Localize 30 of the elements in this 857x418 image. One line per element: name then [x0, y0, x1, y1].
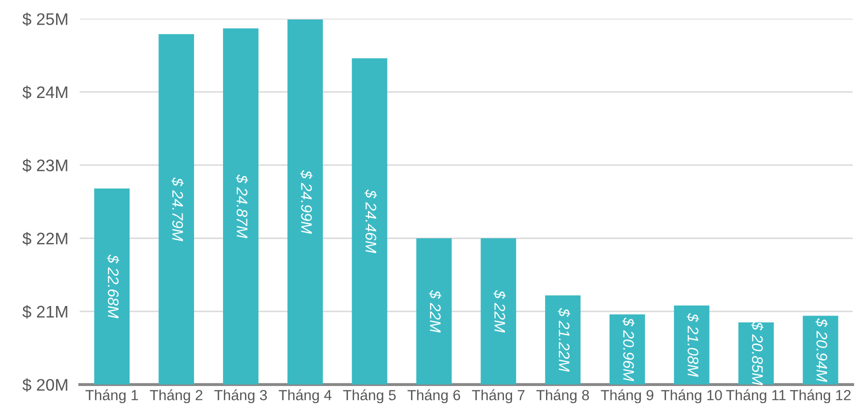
data-label: $ 22.68M — [106, 254, 120, 318]
x-tick-label: Tháng 6 — [408, 389, 460, 404]
data-label: $ 24.79M — [171, 177, 184, 242]
data-label: $ 21.22M — [558, 308, 570, 372]
data-label: $ 24.46M — [364, 190, 377, 254]
x-tick-label: Tháng 5 — [343, 389, 396, 404]
data-label: $ 20.96M — [622, 318, 635, 382]
y-tick-label: $ 20M — [22, 378, 68, 392]
data-label: $ 20.94M — [816, 318, 828, 382]
x-tick-label: Tháng 9 — [600, 389, 654, 404]
y-tick-label: $ 21M — [22, 305, 68, 319]
data-label: $ 22M — [429, 290, 442, 333]
x-tick-label: Tháng 12 — [790, 389, 851, 404]
data-label: $ 24.87M — [236, 174, 248, 238]
y-tick-label: $ 22M — [22, 232, 68, 246]
y-tick-label: $ 24M — [22, 86, 68, 100]
x-tick-label: Tháng 8 — [536, 389, 589, 404]
data-label: $ 20.85M — [751, 322, 764, 386]
data-label: $ 24.99M — [300, 170, 313, 234]
x-tick-label: Tháng 11 — [726, 389, 786, 404]
x-tick-label: Tháng 1 — [85, 389, 138, 404]
y-tick-label: $ 25M — [22, 12, 68, 26]
data-label: $ 22M — [493, 290, 506, 333]
x-tick-label: Tháng 2 — [150, 389, 202, 404]
x-tick-label: Tháng 3 — [214, 389, 267, 404]
x-tick-label: Tháng 7 — [472, 389, 524, 404]
x-tick-label: Tháng 4 — [278, 389, 332, 404]
y-tick-label: $ 23M — [22, 158, 68, 172]
data-label: $ 21.08M — [686, 313, 700, 377]
x-tick-label: Tháng 10 — [661, 389, 722, 404]
